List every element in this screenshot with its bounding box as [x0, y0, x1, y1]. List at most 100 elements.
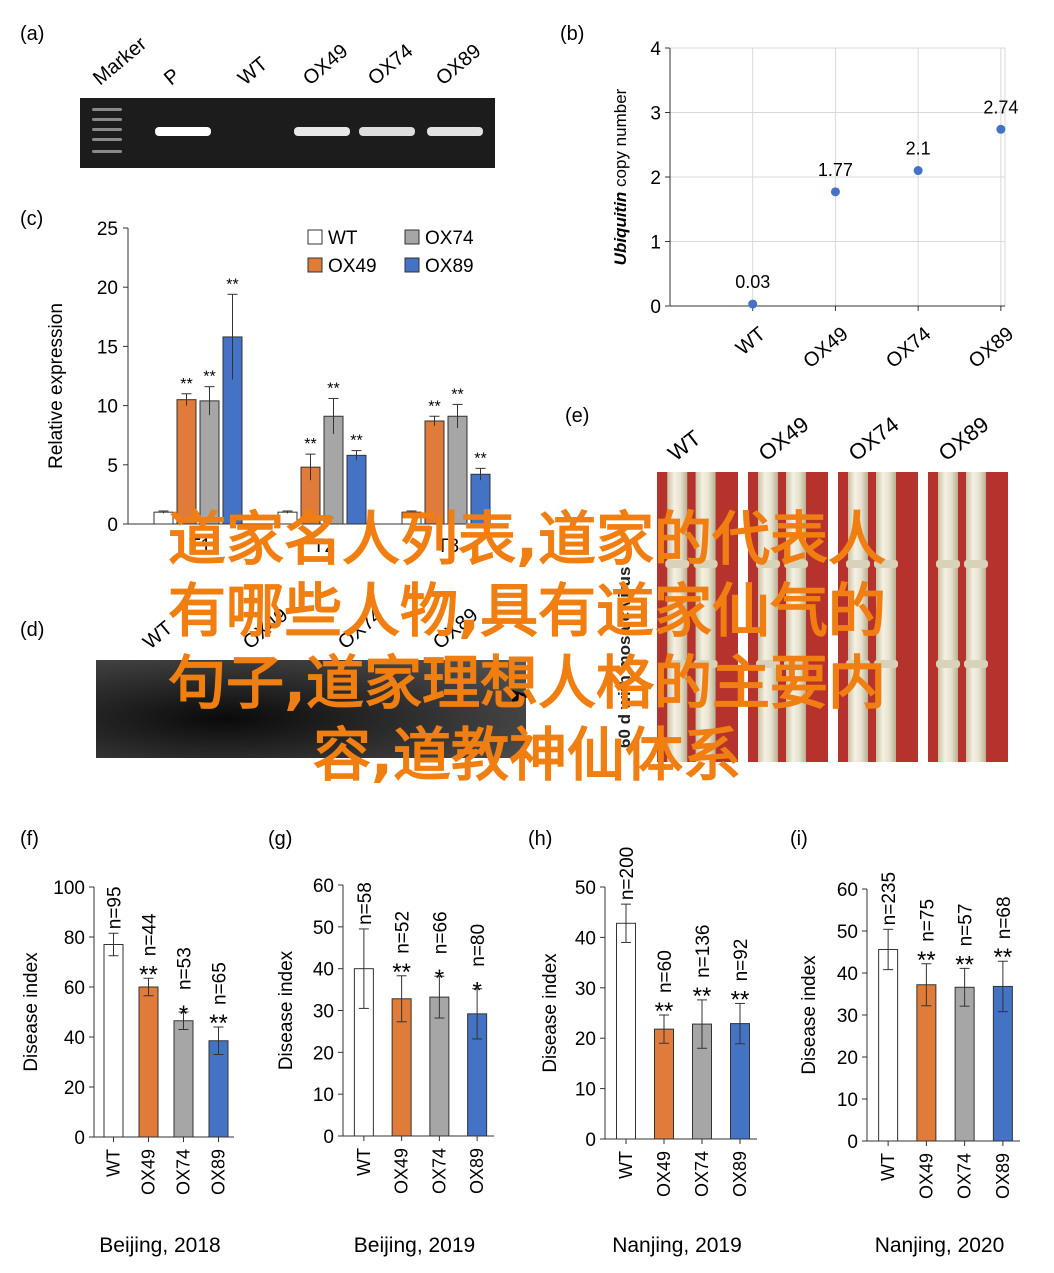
panel-label-i: (i): [790, 828, 808, 850]
stem-node: [693, 660, 718, 668]
panel-label-a: (a): [20, 23, 44, 45]
panel-label-b: (b): [560, 23, 584, 45]
overlay-text-line-1: 道家名人列表,道家的代表人: [167, 505, 887, 573]
y-tick-label: 20: [837, 1048, 858, 1069]
data-point: [748, 299, 758, 309]
plant-stem: [848, 472, 868, 762]
x-tick-label: OX89: [467, 1148, 487, 1194]
bar-chart-h: 0 10 20 30 40 50 Disease index WT n=200 OX49 ** n=6…: [540, 847, 757, 1257]
bar: [173, 1020, 194, 1138]
y-tick-label: 20: [64, 1078, 85, 1099]
bar-chart-i: 0 10 20 30 40 50 60 Disease index WT n=235 OX49 ** n…: [799, 872, 1020, 1257]
lane-label: P: [160, 64, 184, 89]
significance-label: **: [350, 433, 362, 450]
legend-swatch: [307, 257, 323, 273]
photo-label: OX89: [934, 412, 994, 466]
y-tick-label: 0: [107, 515, 118, 536]
bar-chart-c: 0 5 10 15 20 25 Relative expression ** ** ** T1 ** *…: [46, 219, 500, 557]
sample-size-label: n=53: [175, 947, 196, 990]
sample-size-label: n=200: [617, 847, 638, 900]
bar: [103, 944, 124, 1138]
data-label: 1.77: [818, 160, 853, 180]
y-tick-label: 0: [847, 1132, 858, 1153]
y-axis-label-italic: Ubiquitin: [611, 192, 630, 266]
x-tick-label: OX89: [993, 1153, 1013, 1199]
scatter-chart-b: 0 1 2 3 4 WT OX49 OX74 OX89 0.03 1.77 2.1 2.74 Ubiqui…: [611, 39, 1018, 373]
stem-node: [874, 560, 898, 568]
x-tick-label: OX49: [139, 1149, 159, 1195]
y-tick-label: 10: [97, 397, 118, 418]
y-tick-label: 10: [837, 1090, 858, 1111]
data-point: [913, 166, 923, 176]
significance-label: **: [693, 983, 712, 1010]
panel-label-d: (d): [20, 619, 44, 641]
bar: [878, 948, 899, 1142]
y-tick-label: 40: [837, 964, 858, 985]
overlay-text-line-2: 有哪些人物,具有道家仙气的: [167, 577, 887, 645]
legend-label: WT: [328, 228, 358, 249]
marker-band: [92, 150, 122, 153]
sample-size-label: n=68: [994, 896, 1015, 939]
sample-size-label: n=44: [140, 913, 161, 956]
legend-label: OX49: [328, 256, 377, 277]
significance-label: *: [435, 965, 444, 992]
lane-label: OX89: [432, 40, 485, 90]
y-tick-label: 25: [97, 219, 118, 240]
significance-label: **: [139, 961, 158, 988]
plant-stem: [758, 472, 778, 762]
y-tick-label: 50: [313, 918, 334, 939]
x-tick-label: OX49: [916, 1153, 936, 1199]
sample-size-label: n=95: [105, 886, 126, 929]
x-tick-label: OX74: [174, 1149, 194, 1195]
plant-stem: [786, 472, 806, 762]
gel-background: [96, 660, 526, 758]
bar: [916, 984, 937, 1142]
y-tick-label: 0: [323, 1127, 334, 1148]
sample-size-label: n=65: [210, 962, 231, 1005]
y-axis-label: Ubiquitin copy number: [611, 88, 630, 265]
panel-label-g: (g): [268, 828, 292, 850]
bar: [138, 986, 159, 1138]
gel-image-a: Marker P WT OX49 OX74 OX89: [80, 33, 495, 168]
stem-node: [756, 660, 780, 668]
y-tick-label: 30: [575, 979, 596, 1000]
stem-node: [846, 560, 870, 568]
sample-size-label: n=92: [731, 939, 752, 982]
x-tick-label: T2: [313, 536, 335, 557]
significance-label: **: [327, 380, 339, 397]
x-tick-label: OX74: [882, 323, 935, 373]
x-tick-label: OX49: [799, 323, 852, 373]
y-tick-label: 40: [313, 960, 334, 981]
y-tick-label: 80: [64, 928, 85, 949]
significance-label: **: [917, 947, 936, 974]
bar: [654, 1028, 674, 1140]
panel-label-c: (c): [20, 208, 43, 230]
x-tick-label: WT: [104, 1149, 124, 1177]
lane-label: OX49: [299, 40, 352, 90]
x-tick-label: OX49: [654, 1151, 674, 1197]
y-tick-label: 60: [64, 978, 85, 999]
data-point: [996, 124, 1006, 134]
x-axis-title: Beijing, 2018: [99, 1234, 220, 1257]
significance-label: **: [655, 998, 674, 1025]
marker-band: [92, 118, 122, 121]
plant-stem: [938, 472, 958, 762]
y-tick-label: 0: [74, 1128, 85, 1149]
y-tick-label: 3: [650, 104, 661, 125]
bar-chart-f: 0 20 40 60 80 100 Disease index WT n=95 OX49 ** n=4…: [21, 878, 234, 1257]
legend-swatch: [307, 229, 323, 245]
significance-label: **: [203, 369, 215, 386]
y-tick-label: 0: [585, 1130, 596, 1151]
y-axis-label: Disease index: [799, 955, 820, 1075]
marker-band: [92, 128, 122, 131]
stem-node: [665, 560, 690, 568]
arrowhead-icon: [512, 690, 532, 702]
lane-label: WT: [234, 53, 272, 90]
sample-size-label: n=136: [693, 925, 714, 978]
legend-swatch: [404, 229, 420, 245]
x-tick-label: OX49: [392, 1148, 412, 1194]
sample-size-label: n=60: [655, 950, 676, 993]
significance-label: **: [304, 436, 316, 453]
x-tick-label: T3: [437, 536, 459, 557]
